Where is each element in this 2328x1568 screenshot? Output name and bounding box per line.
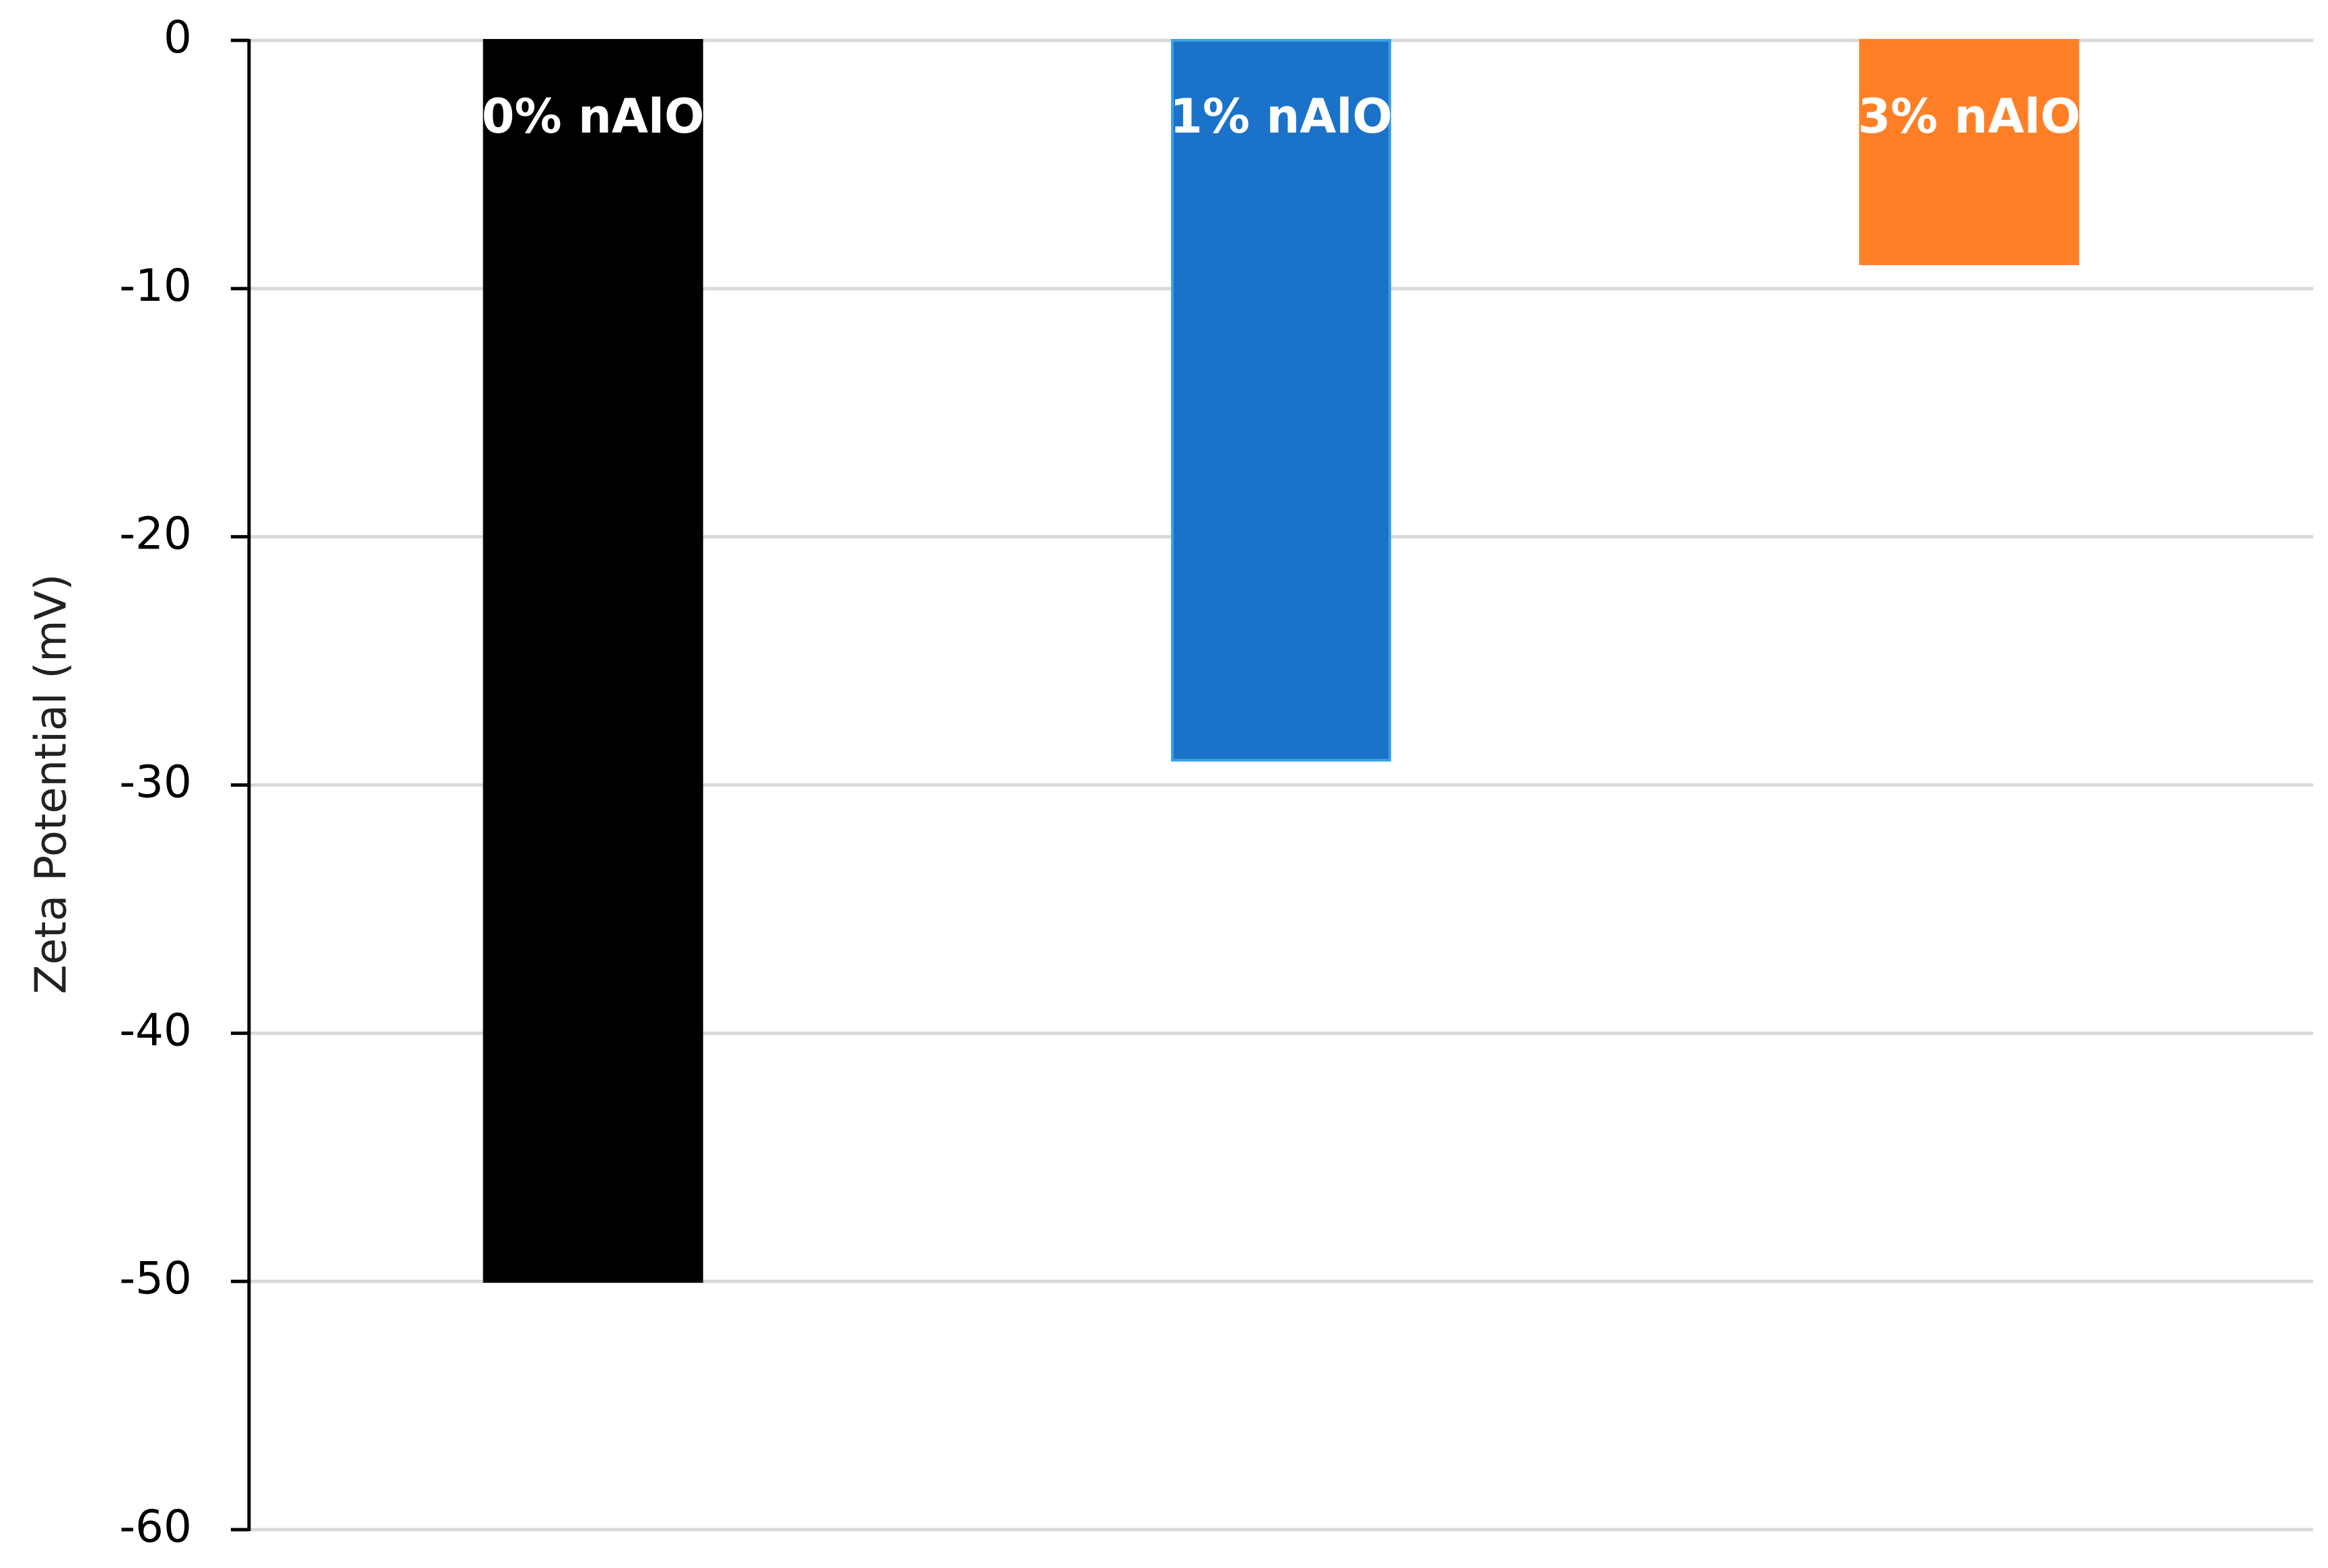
bar	[1170, 39, 1392, 762]
y-tick-label: -50	[119, 1252, 192, 1304]
bar	[1859, 39, 2080, 265]
y-tick-label: -30	[119, 756, 192, 808]
category-label: 0% nAlO	[482, 89, 705, 144]
y-tick-label: -10	[119, 260, 192, 312]
bar	[483, 39, 703, 1283]
category-label: 3% nAlO	[1858, 89, 2080, 144]
y-axis-title: Zeta Potential (mV)	[27, 574, 77, 995]
y-tick-label: -20	[119, 508, 192, 560]
y-tick-label: 0	[164, 11, 192, 63]
category-label: 1% nAlO	[1170, 89, 1392, 144]
y-tick-label: -60	[119, 1501, 192, 1553]
y-tick-label: -40	[119, 1004, 192, 1056]
